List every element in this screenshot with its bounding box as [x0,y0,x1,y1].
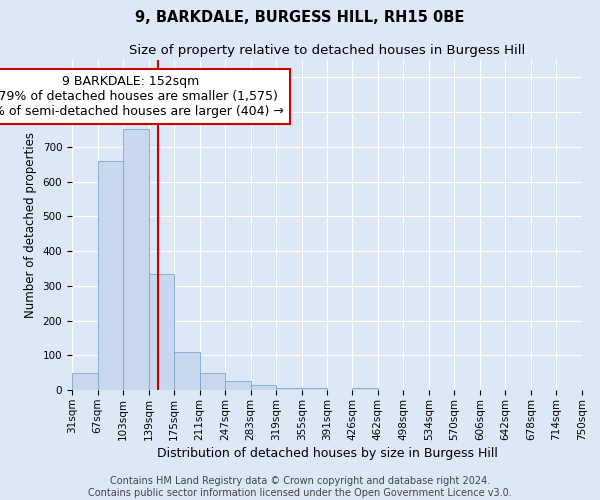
Bar [98,160,123,390]
Bar [225,382,251,390]
Bar [200,372,225,390]
Y-axis label: Number of detached properties: Number of detached properties [24,132,37,318]
Bar [276,388,302,390]
Text: Contains HM Land Registry data © Crown copyright and database right 2024.
Contai: Contains HM Land Registry data © Crown c… [88,476,512,498]
Bar [72,372,98,390]
Title: Size of property relative to detached houses in Burgess Hill: Size of property relative to detached ho… [129,44,525,58]
Bar [123,130,149,390]
Bar [352,388,378,390]
Bar [174,352,200,390]
Bar [251,385,276,390]
Text: 9, BARKDALE, BURGESS HILL, RH15 0BE: 9, BARKDALE, BURGESS HILL, RH15 0BE [136,10,464,25]
Text: 9 BARKDALE: 152sqm
← 79% of detached houses are smaller (1,575)
20% of semi-deta: 9 BARKDALE: 152sqm ← 79% of detached hou… [0,75,284,118]
Bar [302,388,328,390]
X-axis label: Distribution of detached houses by size in Burgess Hill: Distribution of detached houses by size … [157,446,497,460]
Bar [149,274,174,390]
